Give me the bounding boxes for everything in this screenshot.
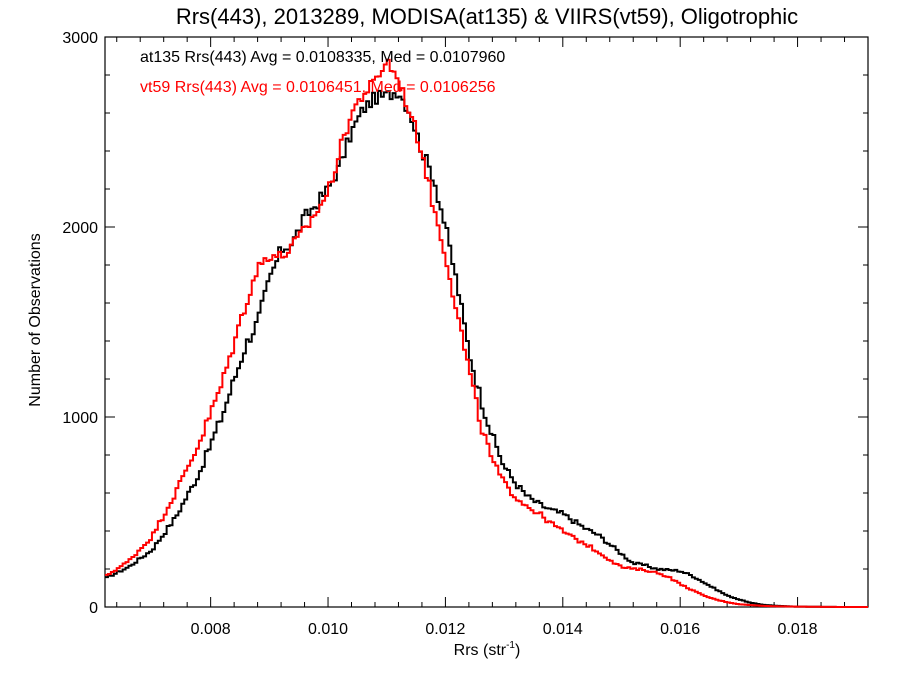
y-tick-label: 1000 bbox=[62, 410, 98, 427]
x-tick-label: 0.012 bbox=[425, 621, 465, 638]
x-axis-label-close: ) bbox=[515, 642, 520, 659]
legend-entry-vt59: vt59 Rrs(443) Avg = 0.0106451, Med = 0.0… bbox=[140, 79, 496, 96]
x-axis-label: Rrs (str-1) bbox=[454, 640, 521, 659]
x-tick-label: 0.014 bbox=[543, 621, 583, 638]
chart-title: Rrs(443), 2013289, MODISA(at135) & VIIRS… bbox=[176, 4, 798, 29]
x-axis-label-main: Rrs (str bbox=[454, 642, 507, 659]
x-axis: 0.008 0.010 0.012 0.014 0.016 0.018 bbox=[116, 37, 846, 638]
x-tick-label: 0.008 bbox=[191, 621, 231, 638]
x-tick-label: 0.010 bbox=[308, 621, 348, 638]
y-axis-label: Number of Observations bbox=[27, 233, 44, 406]
x-tick-label: 0.016 bbox=[660, 621, 700, 638]
x-axis-label-superscript: -1 bbox=[506, 640, 515, 651]
plot-area bbox=[104, 36, 869, 608]
series-line-at135 bbox=[105, 89, 868, 608]
y-tick-label: 3000 bbox=[62, 30, 98, 47]
legend-entry-at135: at135 Rrs(443) Avg = 0.0108335, Med = 0.… bbox=[140, 49, 505, 66]
y-axis: 0 1000 2000 3000 bbox=[62, 30, 868, 617]
series-layer bbox=[105, 58, 868, 608]
series-line-vt59 bbox=[105, 58, 868, 608]
plot-frame bbox=[104, 36, 869, 608]
y-tick-label: 0 bbox=[89, 600, 98, 617]
x-tick-label: 0.018 bbox=[778, 621, 818, 638]
y-tick-label: 2000 bbox=[62, 220, 98, 237]
